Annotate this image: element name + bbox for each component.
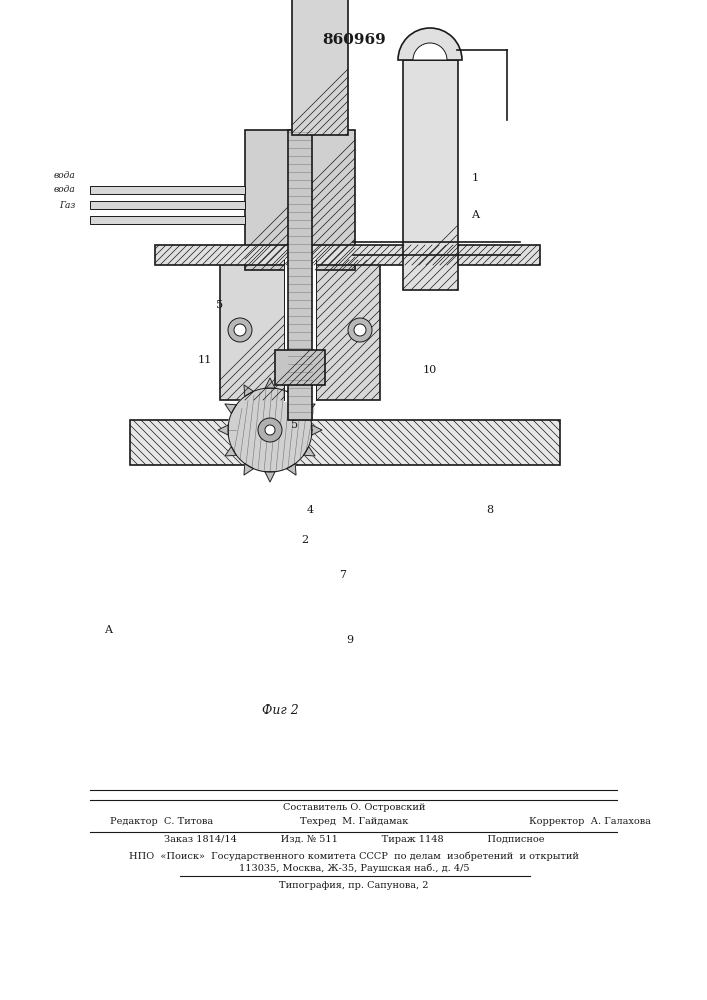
Circle shape (234, 324, 246, 336)
Text: 11: 11 (198, 355, 212, 365)
Text: вода: вода (53, 170, 75, 180)
Text: Техред  М. Гайдамак: Техред М. Гайдамак (300, 818, 408, 826)
Bar (284, 258, 316, 402)
Bar (90, 216, 245, 224)
Circle shape (258, 418, 282, 442)
Polygon shape (303, 404, 315, 414)
Text: 5: 5 (216, 300, 223, 310)
Text: Типография, пр. Сапунова, 2: Типография, пр. Сапунова, 2 (279, 882, 428, 890)
Polygon shape (244, 464, 254, 475)
Circle shape (348, 318, 372, 342)
Polygon shape (265, 378, 275, 388)
Text: 9: 9 (346, 635, 354, 645)
Text: 860969: 860969 (322, 33, 386, 47)
Text: вода: вода (53, 186, 75, 194)
Text: 10: 10 (423, 365, 437, 375)
Text: 5: 5 (291, 420, 298, 430)
Text: 4: 4 (306, 505, 314, 515)
Bar (130, 420, 560, 465)
Text: 1: 1 (472, 173, 479, 183)
Polygon shape (225, 446, 236, 456)
Bar (275, 350, 325, 385)
Bar (155, 245, 540, 265)
Text: Редактор  С. Титова: Редактор С. Титова (110, 818, 213, 826)
Polygon shape (225, 404, 236, 414)
Text: Корректор  А. Галахова: Корректор А. Галахова (529, 818, 651, 826)
Polygon shape (244, 385, 254, 396)
Text: Составитель О. Островский: Составитель О. Островский (283, 804, 425, 812)
Text: Заказ 1814/14              Изд. № 511              Тираж 1148              Подпи: Заказ 1814/14 Изд. № 511 Тираж 1148 Подп… (164, 836, 544, 844)
Polygon shape (303, 446, 315, 456)
Polygon shape (218, 425, 228, 435)
Bar (90, 186, 245, 194)
Text: Газ: Газ (59, 200, 75, 210)
Polygon shape (286, 385, 296, 396)
Polygon shape (265, 472, 275, 482)
Bar (245, 130, 355, 270)
Circle shape (354, 324, 366, 336)
Text: 8: 8 (486, 505, 493, 515)
Circle shape (228, 318, 252, 342)
Text: НПО  «Поиск»  Государственного комитета СССР  по делам  изобретений  и открытий: НПО «Поиск» Государственного комитета СС… (129, 851, 579, 861)
Wedge shape (413, 43, 447, 60)
Text: 113035, Москва, Ж-35, Раушская наб., д. 4/5: 113035, Москва, Ж-35, Раушская наб., д. … (239, 863, 469, 873)
Circle shape (265, 425, 275, 435)
Bar (220, 260, 380, 400)
Polygon shape (286, 464, 296, 475)
Bar (292, 0, 348, 135)
Wedge shape (398, 28, 462, 60)
Text: 7: 7 (339, 570, 346, 580)
Polygon shape (312, 425, 322, 435)
Polygon shape (228, 388, 312, 472)
Text: 2: 2 (301, 535, 308, 545)
Text: A: A (471, 210, 479, 220)
Bar (288, 130, 312, 420)
Text: A: A (104, 625, 112, 635)
Bar (403, 60, 458, 290)
Text: Фиг 2: Фиг 2 (262, 704, 298, 716)
Bar (90, 201, 245, 209)
